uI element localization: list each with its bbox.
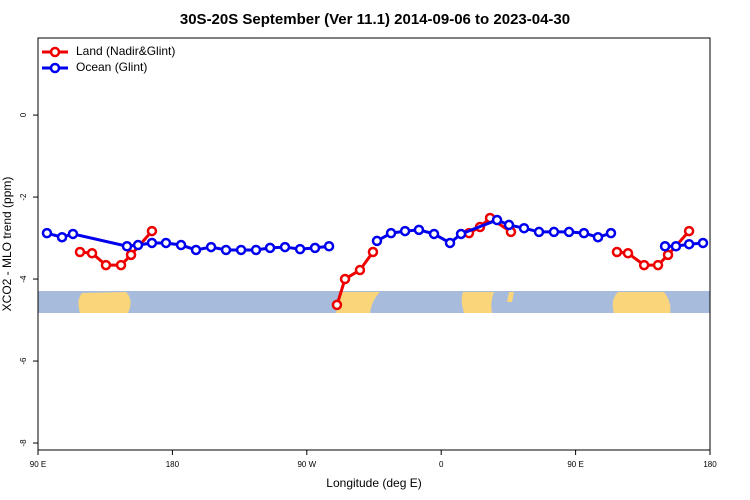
y-axis-label: XCO2 - MLO trend (ppm) xyxy=(0,177,14,312)
land-patch xyxy=(336,292,380,313)
point xyxy=(503,219,515,231)
x-tick-label: 180 xyxy=(166,460,180,469)
point xyxy=(190,244,202,256)
y-tick-label: -4 xyxy=(19,275,28,283)
point xyxy=(146,225,158,237)
point xyxy=(659,241,671,252)
point xyxy=(279,241,291,253)
point xyxy=(413,224,425,236)
point xyxy=(533,226,545,238)
y-tick-label: -8 xyxy=(19,439,28,447)
point xyxy=(339,273,351,285)
point xyxy=(205,241,217,253)
point xyxy=(56,231,68,243)
x-tick-label: 90 W xyxy=(297,460,316,469)
point xyxy=(578,227,590,239)
point xyxy=(428,228,440,240)
point xyxy=(662,249,674,261)
point xyxy=(683,238,695,250)
y-tick-label: 0 xyxy=(19,112,28,117)
point xyxy=(323,241,335,252)
legend-marker xyxy=(49,46,61,58)
legend-label: Ocean (Glint) xyxy=(76,60,147,74)
point xyxy=(132,239,144,251)
point xyxy=(683,225,695,237)
point xyxy=(41,227,53,239)
land-patch xyxy=(78,292,131,313)
point xyxy=(670,241,682,252)
band xyxy=(38,291,710,313)
point xyxy=(220,244,232,256)
x-tick-label: 180 xyxy=(703,460,717,469)
point xyxy=(331,299,343,311)
point xyxy=(605,227,617,239)
point xyxy=(548,226,560,238)
x-tick-label: 0 xyxy=(439,460,444,469)
point xyxy=(354,264,366,276)
point xyxy=(592,231,604,243)
point xyxy=(367,246,379,258)
point xyxy=(100,259,112,271)
plot-frame xyxy=(37,37,711,451)
point xyxy=(563,226,575,238)
point xyxy=(385,227,397,239)
point xyxy=(67,228,79,240)
x-tick-label: 90 E xyxy=(30,460,46,469)
land-patch xyxy=(507,292,514,302)
land-patch xyxy=(612,292,671,313)
y-tick-label: -6 xyxy=(19,357,28,365)
legend-marker xyxy=(49,62,61,74)
point xyxy=(611,246,623,258)
chart-title: 30S-20S September (Ver 11.1) 2014-09-06 … xyxy=(180,11,570,28)
point xyxy=(622,247,634,259)
point xyxy=(264,242,276,254)
land-band xyxy=(38,291,710,313)
point xyxy=(371,235,383,247)
point xyxy=(235,244,247,256)
series-line xyxy=(79,216,691,306)
point xyxy=(115,259,127,271)
point xyxy=(121,241,133,252)
legend-label: Land (Nadir&Glint) xyxy=(76,44,175,58)
point xyxy=(455,228,467,240)
point xyxy=(250,244,262,256)
point xyxy=(146,237,158,249)
point xyxy=(74,246,86,258)
point xyxy=(444,237,456,249)
point xyxy=(309,242,321,254)
y-tick-label: -2 xyxy=(19,193,28,201)
point xyxy=(175,239,187,251)
point xyxy=(638,259,650,271)
land-patch xyxy=(461,292,494,313)
point xyxy=(160,237,172,249)
point xyxy=(125,249,137,261)
point xyxy=(294,243,306,255)
point xyxy=(652,259,664,271)
point xyxy=(518,222,530,234)
x-axis-label: Longitude (deg E) xyxy=(326,476,421,490)
x-tick-label: 90 E xyxy=(567,460,583,469)
point xyxy=(697,237,709,249)
point xyxy=(491,214,503,226)
point xyxy=(86,247,98,259)
point xyxy=(399,225,411,237)
